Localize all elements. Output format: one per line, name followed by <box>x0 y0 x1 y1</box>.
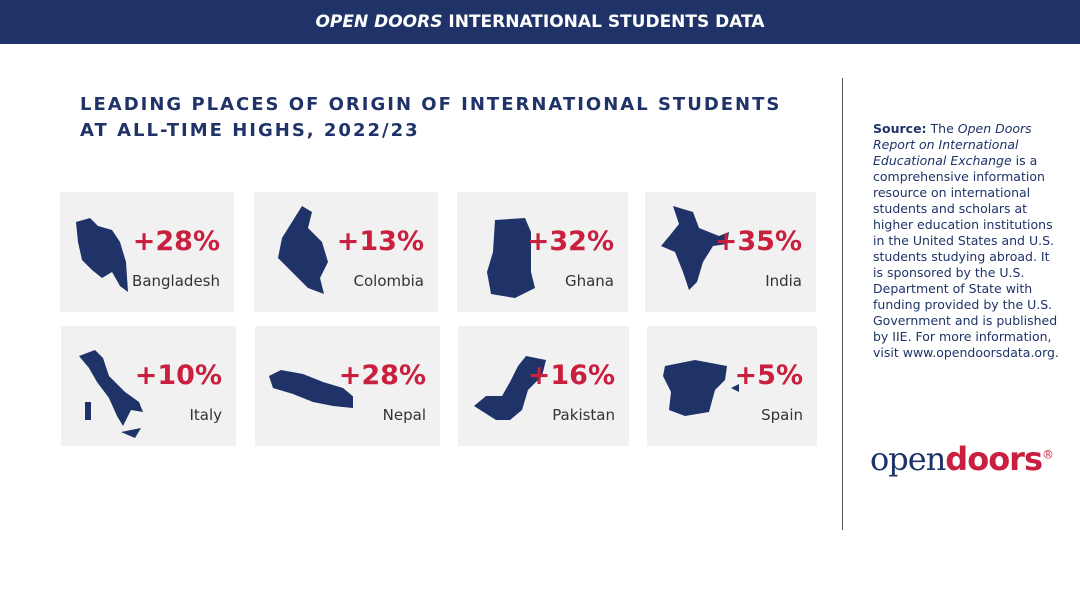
country-map <box>663 360 739 416</box>
map-shape <box>79 350 143 438</box>
source: Source: The Open Doors Report on Interna… <box>873 121 1061 361</box>
change-value: +35% <box>714 226 802 257</box>
source-text: is a comprehensive information resource … <box>873 153 1059 360</box>
map-shape <box>661 206 729 290</box>
change-value: +28% <box>132 226 220 257</box>
logo-doors: doors <box>945 440 1043 478</box>
title-line: AT ALL-TIME HIGHS, 2022/23 <box>80 120 420 141</box>
country-name: Spain <box>761 406 803 424</box>
country-name: Pakistan <box>552 406 615 424</box>
map-shape <box>474 356 546 420</box>
country-card: +35% India <box>645 192 816 312</box>
country-card: +28% Bangladesh <box>60 192 234 312</box>
country-map <box>79 350 143 438</box>
country-card: +28% Nepal <box>255 326 440 446</box>
header-italic: OPEN DOORS <box>315 12 443 32</box>
country-card: +16% Pakistan <box>458 326 629 446</box>
map-shape <box>278 206 328 294</box>
logo-open: open <box>870 440 946 478</box>
country-name: India <box>765 272 802 290</box>
map-shape <box>76 218 128 292</box>
country-name: Italy <box>189 406 222 424</box>
title-line: LEADING PLACES OF ORIGIN OF INTERNATIONA… <box>80 94 782 115</box>
country-name: Colombia <box>353 272 425 290</box>
country-name: Ghana <box>564 272 614 290</box>
change-value: +10% <box>134 360 222 391</box>
change-value: +32% <box>526 226 614 257</box>
country-name: Nepal <box>382 406 426 424</box>
divider <box>842 78 843 530</box>
header-title: INTERNATIONAL STUDENTS DATA <box>448 12 765 32</box>
source-text: The <box>930 121 954 136</box>
title: LEADING PLACES OF ORIGIN OF INTERNATIONA… <box>80 92 781 144</box>
country-map <box>76 218 128 292</box>
map-shape <box>487 218 535 298</box>
country-map <box>278 206 328 294</box>
country-card: +13% Colombia <box>254 192 438 312</box>
country-name: Bangladesh <box>132 272 220 290</box>
change-value: +5% <box>734 360 803 391</box>
change-value: +13% <box>336 226 424 257</box>
country-map <box>487 218 535 298</box>
country-map <box>474 356 546 420</box>
map-shape <box>269 370 353 408</box>
country-map <box>269 370 353 408</box>
change-value: +16% <box>527 360 615 391</box>
country-card: +32% Ghana <box>457 192 628 312</box>
header: OPEN DOORS INTERNATIONAL STUDENTS DATA <box>0 0 1080 44</box>
logo: opendoors® <box>870 440 1054 478</box>
country-card: +5% Spain <box>647 326 817 446</box>
change-value: +28% <box>338 360 426 391</box>
country-map <box>661 206 729 290</box>
country-card: +10% Italy <box>61 326 236 446</box>
logo-mark: ® <box>1042 447 1054 462</box>
source-italic: Open Doors Report on International Educa… <box>873 121 1032 168</box>
map-shape <box>663 360 739 416</box>
source-label: Source: <box>873 121 927 136</box>
